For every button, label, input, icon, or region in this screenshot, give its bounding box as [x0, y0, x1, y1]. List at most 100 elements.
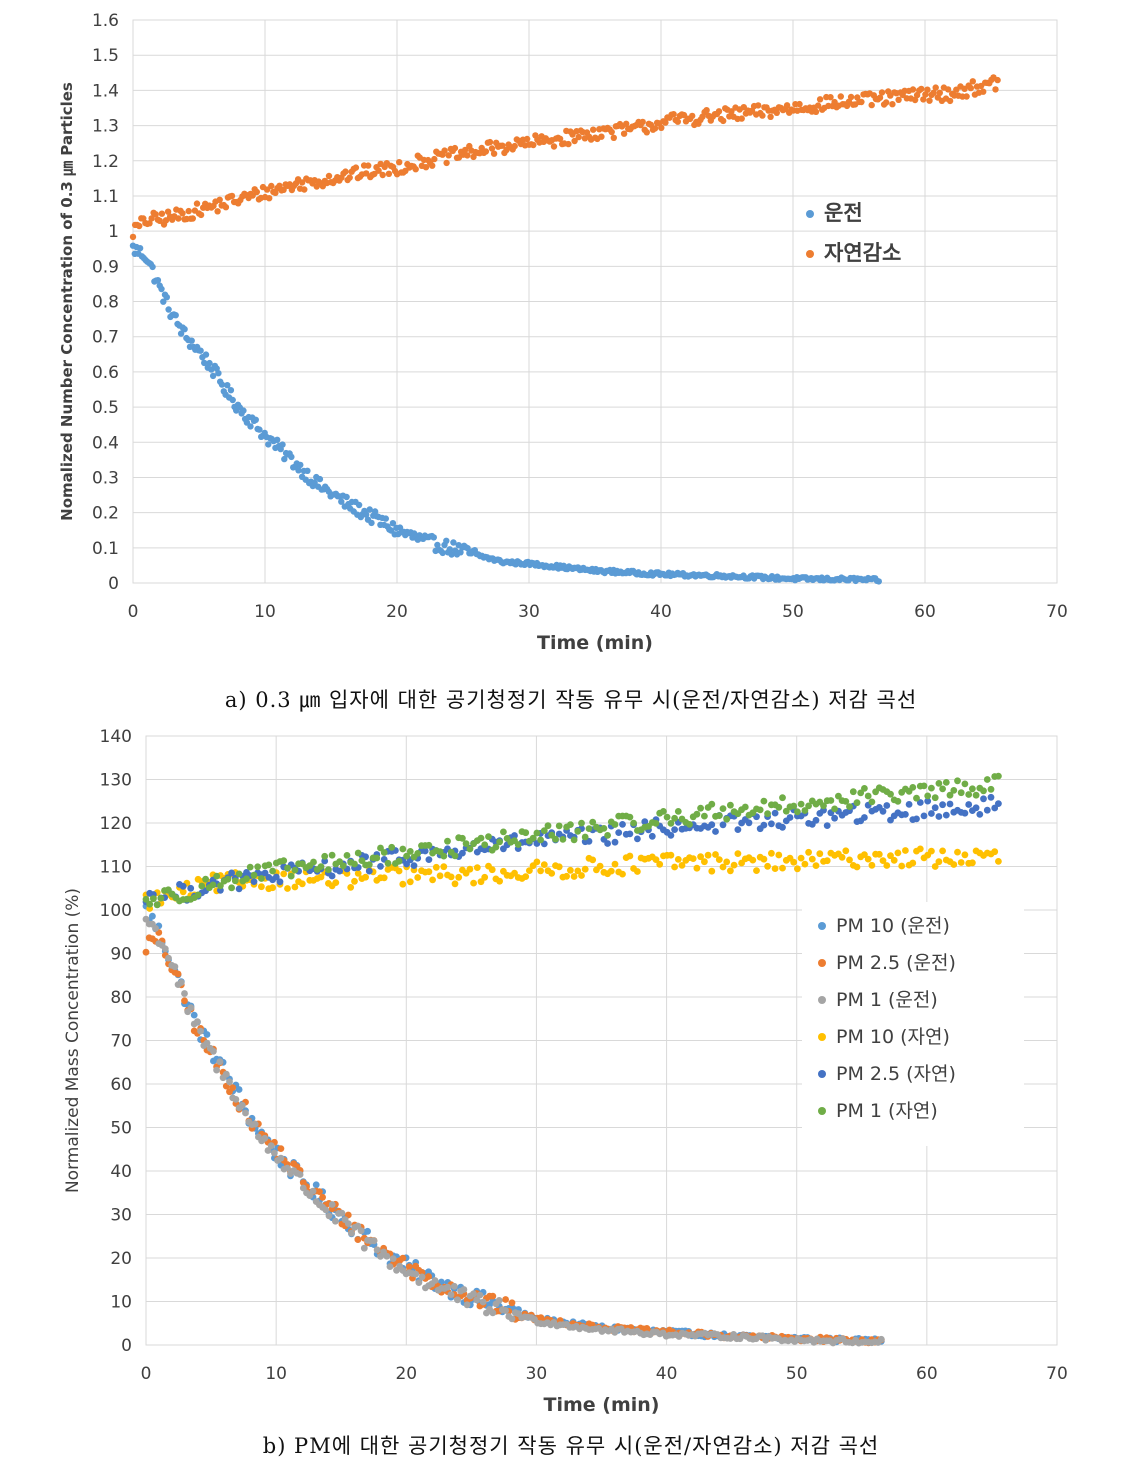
scatter-point-s5 [477, 834, 485, 842]
scatter-point-s0 [316, 475, 324, 483]
scatter-point-s1 [363, 170, 370, 177]
scatter-point-s4 [425, 856, 433, 863]
scatter-point-s3 [969, 859, 976, 867]
scatter-point-s5 [481, 841, 489, 849]
scatter-point-s1 [909, 86, 917, 93]
scatter-point-s4 [648, 832, 656, 840]
scatter-point-s1 [773, 109, 780, 117]
scatter-point-s1 [944, 86, 952, 93]
scatter-point-s1 [814, 102, 822, 109]
y-tick-label: 90 [110, 945, 132, 965]
scatter-point-s5 [942, 779, 950, 786]
scatter-point-s1 [266, 195, 273, 202]
x-tick-label: 30 [518, 602, 540, 622]
scatter-point-s3 [581, 865, 589, 873]
scatter-point-s0 [343, 493, 350, 501]
scatter-point-s1 [464, 152, 471, 159]
scatter-point-s3 [589, 856, 597, 864]
legend-marker [818, 1070, 826, 1078]
chart-a: 0 0.1 0.2 0.3 0.4 0.5 0.6 0.7 0.8 0.9 1 1.1 1.2 1.3 1.… [58, 11, 1068, 654]
scatter-point-s1 [728, 108, 735, 115]
y-tick-label: 1.5 [92, 46, 119, 66]
scatter-point-s4 [823, 822, 831, 829]
scatter-point-s1 [470, 153, 477, 161]
scatter-point-s2 [877, 1335, 885, 1343]
scatter-point-s5 [384, 859, 392, 867]
scatter-point-s2 [296, 1171, 304, 1178]
scatter-point-s1 [858, 98, 865, 106]
x-axis-title: Time (min) [544, 1394, 660, 1416]
scatter-point-s5 [805, 802, 812, 810]
scatter-point-s1 [550, 143, 558, 150]
y-tick-label: 0.1 [92, 539, 119, 559]
scatter-point-s5 [194, 891, 202, 899]
scatter-point-s5 [894, 797, 902, 805]
scatter-point-s1 [969, 78, 976, 85]
scatter-point-s1 [375, 167, 382, 174]
scatter-point-s5 [585, 825, 593, 832]
scatter-point-s0 [288, 453, 295, 461]
scatter-point-s0 [229, 396, 236, 404]
y-tick-label: 100 [100, 901, 132, 921]
scatter-point-s2 [360, 1244, 368, 1252]
scatter-point-s5 [980, 787, 987, 795]
scatter-point-s3 [995, 858, 1002, 865]
scatter-point-s5 [235, 870, 243, 878]
y-tick-label: 50 [110, 1119, 132, 1139]
scatter-point-s5 [459, 834, 466, 842]
scatter-point-s0 [265, 441, 272, 448]
scatter-point-s5 [310, 858, 317, 866]
scatter-point-s2 [444, 1283, 452, 1291]
scatter-point-s3 [607, 867, 615, 875]
scatter-point-s3 [730, 861, 738, 869]
scatter-point-s3 [634, 868, 641, 875]
scatter-point-s0 [209, 372, 217, 380]
scatter-point-s5 [291, 866, 299, 874]
scatter-point-s1 [405, 1263, 413, 1271]
scatter-point-s4 [615, 829, 623, 836]
scatter-point-s1 [385, 170, 393, 177]
scatter-point-s1 [837, 93, 844, 100]
x-tick-label: 10 [254, 602, 276, 622]
x-tick-label: 70 [1046, 1364, 1068, 1384]
y-tick-label: 60 [110, 1075, 132, 1095]
scatter-point-s4 [276, 878, 284, 886]
x-tick-label: 60 [916, 1364, 938, 1384]
y-tick-label: 0.6 [92, 363, 119, 383]
scatter-point-s1 [662, 119, 669, 126]
scatter-point-s1 [158, 210, 166, 217]
scatter-point-s5 [317, 863, 325, 870]
scatter-point-s3 [838, 853, 846, 861]
scatter-point-s1 [462, 146, 469, 154]
scatter-point-s5 [365, 861, 373, 868]
scatter-point-s1 [164, 208, 172, 215]
scatter-point-s3 [432, 863, 440, 871]
scatter-point-s0 [181, 326, 188, 333]
scatter-point-s1 [523, 135, 531, 143]
scatter-point-s1 [608, 128, 615, 136]
scatter-point-s5 [604, 832, 611, 839]
legend-marker [818, 1033, 826, 1041]
scatter-point-s1 [422, 164, 430, 171]
scatter-point-s3 [481, 873, 489, 881]
scatter-point-s0 [279, 441, 286, 448]
scatter-point-s4 [604, 840, 611, 847]
scatter-point-s3 [771, 865, 779, 872]
legend-label: 운전 [824, 201, 863, 225]
scatter-point-s4 [179, 882, 187, 890]
scatter-point-s3 [697, 853, 704, 861]
x-tick-label: 20 [395, 1364, 417, 1384]
scatter-point-s1 [895, 96, 902, 104]
scatter-point-s4 [935, 813, 943, 820]
scatter-point-s4 [980, 795, 987, 803]
scatter-point-s1 [136, 222, 143, 230]
x-tick-label: 10 [265, 1364, 287, 1384]
scatter-point-s3 [794, 865, 801, 873]
y-axis-title: Nomalized Number Concentration of 0.3 ㎛ … [58, 82, 77, 521]
scatter-point-s1 [431, 155, 438, 163]
scatter-point-s1 [379, 171, 386, 179]
scatter-point-s1 [156, 217, 163, 224]
scatter-point-s2 [165, 954, 172, 962]
scatter-point-s5 [157, 894, 165, 902]
scatter-point-s3 [816, 850, 824, 858]
